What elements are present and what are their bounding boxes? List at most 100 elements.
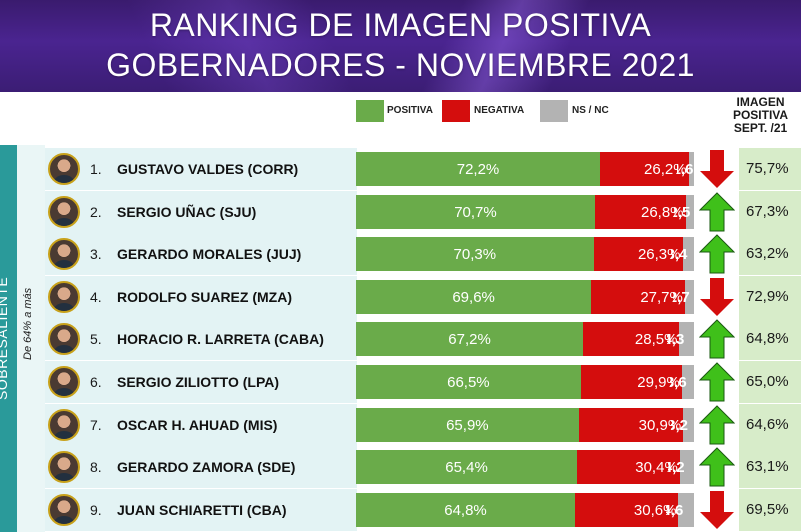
bar-label-negativa: 30,9%	[638, 416, 682, 434]
trend-up-arrow-icon	[699, 362, 735, 402]
bar-label-positiva: 65,9%	[446, 416, 489, 434]
bar-negativa: 30,4%	[577, 450, 680, 485]
bar-nsnc-fill	[683, 407, 694, 442]
bar-nsnc: 2,5	[674, 194, 694, 229]
bar-nsnc-fill	[688, 152, 694, 186]
bar-nsnc-fill	[679, 450, 694, 485]
bar-nsnc: 1,6	[677, 152, 694, 186]
bar-label-nsnc: 2,7	[672, 288, 690, 306]
bar-label-nsnc: 3,6	[669, 374, 687, 391]
governor-name: GUSTAVO VALDES (CORR)	[117, 161, 299, 177]
bar-positiva: 66,5%	[356, 365, 581, 399]
previous-header-line-2: POSITIVA	[732, 108, 789, 122]
bar-nsnc: 4,2	[667, 450, 694, 485]
previous-positive-cell: 75,7%	[739, 148, 801, 190]
previous-positive-cell: 63,1%	[739, 446, 801, 489]
legend-swatch-negativa	[442, 100, 470, 122]
bar-positiva: 72,2%	[356, 152, 601, 186]
previous-positive-cell: 64,8%	[739, 318, 801, 361]
previous-header-line-3: SEPT. /21	[733, 121, 788, 135]
legend-swatch-positiva	[356, 100, 384, 122]
rank-number: 7.	[90, 416, 102, 433]
table-row: 6. SERGIO ZILIOTTO (LPA) 66,5% 29,9% 3,6 65,0…	[45, 361, 801, 403]
previous-positive-value: 63,1%	[746, 458, 789, 476]
governor-name: SERGIO UÑAC (SJU)	[117, 203, 257, 220]
previous-positive-cell: 69,5%	[739, 488, 801, 531]
trend-down-arrow-icon	[700, 277, 734, 316]
bar-label-negativa: 26,8%	[640, 203, 684, 221]
avatar	[48, 195, 80, 228]
bar-label-negativa: 26,3%	[637, 246, 681, 264]
stacked-bar: 70,7% 26,8% 2,5	[356, 194, 694, 229]
arrow-up-shape	[699, 191, 735, 232]
trend-up-arrow-icon	[699, 319, 735, 359]
bar-label-positiva: 72,2%	[456, 161, 500, 178]
row-background	[45, 190, 357, 233]
previous-positive-value: 65,0%	[746, 373, 789, 390]
stacked-bar: 66,5% 29,9% 3,6	[356, 365, 694, 399]
table-row: 7. OSCAR H. AHUAD (MIS) 65,9% 30,9% 3,2 64,6%	[45, 403, 801, 446]
trend-up-arrow-icon	[699, 191, 735, 232]
bar-negativa: 26,3%	[593, 237, 683, 272]
legend-label-negativa: NEGATIVA	[474, 105, 525, 116]
row-background	[45, 361, 357, 403]
row-background	[45, 275, 357, 318]
legend-label-positiva: POSITIVA	[387, 105, 433, 116]
bar-nsnc: 3,2	[671, 407, 694, 442]
bar-negativa: 30,6%	[575, 492, 679, 527]
rank-number: 9.	[90, 501, 102, 518]
previous-positive-value: 67,3%	[746, 202, 789, 220]
stacked-bar: 65,9% 30,9% 3,2	[356, 407, 694, 442]
title-banner: RANKING DE IMAGEN POSITIVA GOBERNADORES …	[0, 0, 801, 92]
row-background	[45, 318, 357, 361]
bar-label-nsnc: 4,2	[667, 459, 685, 477]
bar-nsnc-fill	[678, 492, 694, 527]
rank-number: 2.	[90, 203, 102, 220]
governor-name: SERGIO ZILIOTTO (LPA)	[117, 374, 280, 390]
table-row: 9. JUAN SCHIARETTI (CBA) 64,8% 30,6% 4,6 69,5…	[45, 488, 801, 531]
previous-positive-value: 64,8%	[746, 330, 789, 348]
rank-number: 3.	[90, 246, 102, 263]
governor-name: GERARDO MORALES (JUJ)	[117, 246, 302, 263]
governor-name: OSCAR H. AHUAD (MIS)	[117, 416, 278, 433]
governor-name: RODOLFO SUAREZ (MZA)	[117, 288, 292, 305]
table-row: 4. RODOLFO SUAREZ (MZA) 69,6% 27,7% 2,7 72,9%	[45, 275, 801, 318]
bar-negativa: 26,2%	[600, 152, 689, 186]
table-row: 5. HORACIO R. LARRETA (CABA) 67,2% 28,5% 4,3…	[45, 318, 801, 361]
bar-label-positiva: 65,4%	[445, 459, 488, 477]
bar-label-nsnc: 1,6	[676, 161, 694, 178]
trend-down-arrow-icon	[700, 150, 734, 188]
rank-number: 1.	[90, 161, 102, 177]
bar-label-positiva: 69,6%	[452, 288, 495, 306]
previous-positive-cell: 63,2%	[739, 233, 801, 276]
governor-name: GERARDO ZAMORA (SDE)	[117, 459, 296, 476]
bar-nsnc-fill	[685, 194, 694, 229]
previous-column-header: IMAGEN POSITIVA SEPT. /21	[720, 96, 801, 135]
avatar	[48, 280, 80, 313]
rank-number: 6.	[90, 374, 102, 390]
row-background	[45, 233, 357, 276]
avatar	[48, 238, 80, 271]
table-row: 3. GERARDO MORALES (JUJ) 70,3% 26,3% 3,4 63,2…	[45, 233, 801, 276]
previous-positive-cell: 67,3%	[739, 190, 801, 233]
bar-label-positiva: 70,3%	[453, 246, 497, 264]
row-background	[45, 148, 357, 190]
trend-up-arrow-icon	[699, 404, 735, 445]
bar-negativa: 27,7%	[591, 279, 685, 314]
bar-nsnc-fill	[684, 279, 694, 314]
bar-positiva: 65,4%	[356, 450, 578, 485]
rank-number: 5.	[90, 331, 102, 348]
category-sub-band	[17, 145, 45, 532]
stacked-bar: 72,2% 26,2% 1,6	[356, 152, 694, 186]
bar-label-positiva: 66,5%	[447, 374, 490, 391]
bar-label-negativa: 29,9%	[637, 374, 680, 391]
bar-negativa: 29,9%	[580, 365, 682, 399]
governor-name: JUAN SCHIARETTI (CBA)	[117, 501, 287, 518]
stacked-bar: 67,2% 28,5% 4,3	[356, 322, 694, 357]
category-label: SOBRESALIENTE	[0, 276, 10, 400]
arrow-up-shape	[699, 447, 735, 487]
previous-positive-value: 69,5%	[746, 500, 789, 518]
bar-positiva: 65,9%	[356, 407, 579, 442]
trend-down-arrow-icon	[700, 490, 734, 529]
bar-nsnc-fill	[679, 322, 694, 357]
